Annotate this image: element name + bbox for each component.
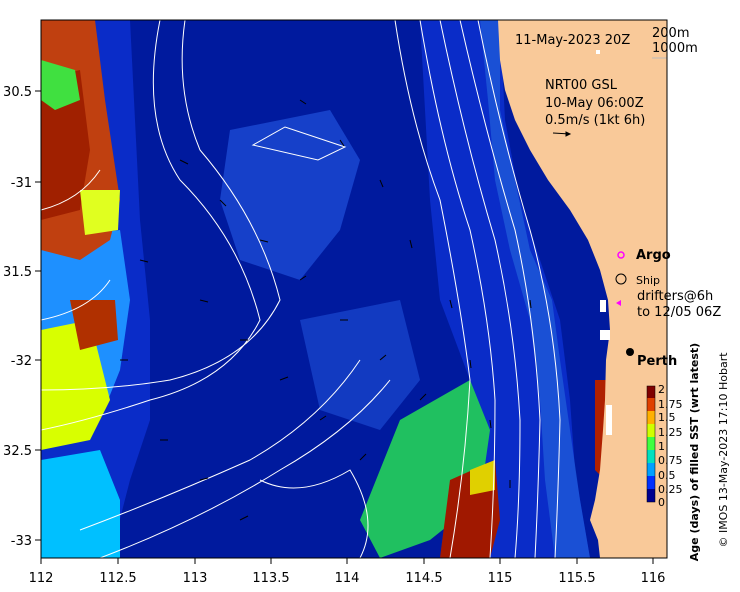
colorbar-segment: [647, 398, 655, 411]
colorbar-tick-label: 0.25: [658, 483, 683, 496]
legend-drifters-line1: drifters@6h: [637, 289, 713, 304]
x-tick-label: 114: [335, 571, 360, 586]
ship-marker-icon: [615, 273, 627, 285]
legend-argo: Argo: [636, 248, 671, 263]
colorbar-segment: [647, 489, 655, 502]
x-tick-label: 114.5: [405, 571, 442, 586]
west-red-patch-2: [70, 300, 118, 350]
current-source-line3: 0.5m/s (1kt 6h): [545, 113, 645, 128]
west-yellow-patch-2: [80, 190, 120, 235]
current-source-line1: NRT00 GSL: [545, 78, 618, 93]
colorbar-tick-label: 1.25: [658, 426, 683, 439]
y-tick-label: -31: [11, 176, 32, 191]
axis-ticks: [35, 90, 654, 564]
drifter-marker: [616, 300, 621, 306]
colorbar-tick-label: 2: [658, 383, 665, 396]
x-tick-label: 112: [29, 571, 54, 586]
colorbar-segment: [647, 437, 655, 450]
y-tick-label: -32: [11, 354, 32, 369]
y-tick-label: 32.5: [3, 444, 32, 459]
shelf-light-band: [480, 20, 590, 558]
colorbar-segment: [647, 386, 655, 398]
colorbar-tick-label: 1.75: [658, 398, 683, 411]
colorbar-tick-label: 0.75: [658, 454, 683, 467]
coastal-speckle: [596, 50, 612, 435]
colorbar: [646, 385, 656, 503]
colorbar-tick-labels: 2 1.75 1.5 1.25 1 0.75 0.5 0.25 0: [658, 383, 683, 509]
colorbar-tick-label: 1.5: [658, 411, 676, 424]
argo-marker-icon: [617, 251, 625, 259]
plot-frame: [40, 19, 668, 559]
date-label: 11-May-2023 20Z: [515, 33, 630, 48]
central-light-patch: [220, 110, 360, 280]
map-plot-area: [41, 20, 667, 558]
x-tick-label: 112.5: [99, 571, 136, 586]
legend-drifters-line2: to 12/05 06Z: [637, 305, 721, 320]
x-tick-label: 116: [641, 571, 666, 586]
colorbar-tick-label: 1: [658, 440, 665, 453]
current-source-line2: 10-May 06:00Z: [545, 96, 644, 111]
colorbar-segment: [647, 450, 655, 463]
west-green-patch: [41, 60, 80, 110]
legend-ship: Ship: [636, 274, 660, 287]
current-arrows: [120, 99, 532, 521]
y-tick-label: 31.5: [3, 265, 32, 280]
x-tick-labels: 112 112.5 113 113.5 114 114.5 115 115.5 …: [29, 571, 666, 586]
west-cyan-patch-2: [41, 450, 120, 558]
colorbar-segment: [647, 424, 655, 437]
colorbar-segment: [647, 463, 655, 476]
credit-text: © IMOS 13-May-2023 17:10 Hobart: [717, 352, 730, 548]
x-tick-label: 115: [488, 571, 513, 586]
colorbar-segment: [647, 476, 655, 489]
contour-legend-200m: 200m: [652, 26, 689, 41]
x-tick-label: 115.5: [558, 571, 595, 586]
y-tick-label: -33: [11, 534, 32, 549]
y-tick-label: 30.5: [3, 85, 32, 100]
city-label-perth: Perth: [637, 354, 677, 369]
perth-marker-icon: [626, 348, 634, 356]
land-mass: [498, 20, 667, 558]
colorbar-segment: [647, 411, 655, 424]
depth-contours: [41, 20, 561, 558]
x-tick-label: 113: [183, 571, 208, 586]
x-tick-label: 113.5: [252, 571, 289, 586]
colorbar-tick-label: 0: [658, 496, 665, 509]
colorbar-frame: [646, 385, 656, 503]
colorbar-tick-label: 0.5: [658, 469, 676, 482]
contour-legend-1000m: 1000m: [652, 41, 698, 56]
south-yellow-patch: [470, 460, 495, 495]
y-tick-labels: 30.5 -31 31.5 -32 32.5 -33: [3, 85, 32, 549]
current-scale-arrow: [552, 131, 572, 137]
colorbar-title: Age (days) of filled SST (wrt latest): [688, 343, 701, 561]
